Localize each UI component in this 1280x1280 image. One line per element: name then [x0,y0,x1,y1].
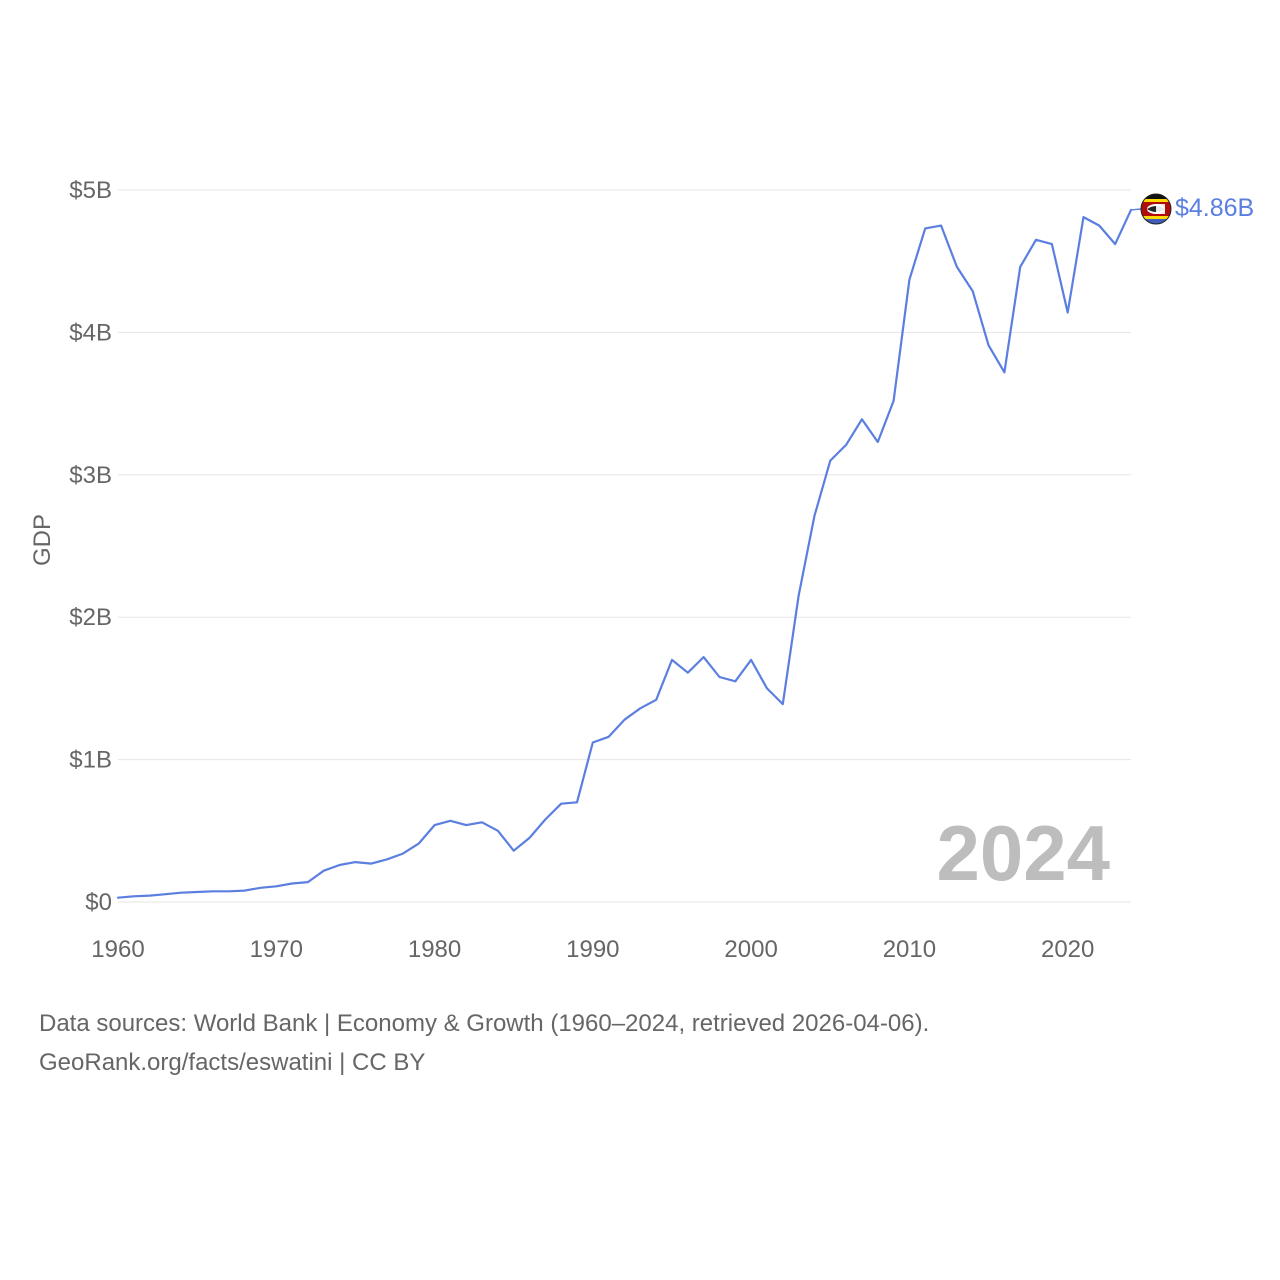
data-sources-text: Data sources: World Bank | Economy & Gro… [39,1010,930,1037]
grid-lines [118,189,1131,903]
y-tick-label-2: $2B [69,604,112,631]
end-marker: $4.86B [1140,193,1254,225]
gdp-line-chart: $0 $1B $2B $3B $4B $5B 1960 1970 1980 1990 2000 20… [29,177,1254,963]
y-tick-label-3: $3B [69,462,112,489]
year-watermark: 2024 [936,809,1110,897]
attribution-text: GeoRank.org/facts/eswatini | CC BY [39,1049,426,1076]
x-tick-label-6: 2020 [1041,936,1094,963]
y-tick-label-5: $5B [69,177,112,204]
y-axis-ticks: $0 $1B $2B $3B $4B $5B [69,177,112,916]
x-tick-label-3: 1990 [566,936,619,963]
x-tick-label-2: 1980 [408,936,461,963]
x-tick-label-0: 1960 [91,936,144,963]
x-tick-label-4: 2000 [724,936,777,963]
x-tick-label-1: 1970 [250,936,303,963]
eswatini-flag-icon [1141,194,1171,224]
footer: Data sources: World Bank | Economy & Gro… [39,1004,929,1082]
end-value-label: $4.86B [1175,194,1254,222]
series-line-eswatini [116,208,1133,899]
x-tick-label-5: 2010 [883,936,936,963]
y-tick-label-4: $4B [69,319,112,346]
x-axis-ticks: 1960 1970 1980 1990 2000 2010 2020 [91,936,1094,963]
y-tick-label-0: $0 [85,889,112,916]
y-axis-title: GDP [29,514,56,566]
y-tick-label-1: $1B [69,747,112,774]
end-connector-line [1130,208,1142,211]
series-layer [116,208,1142,899]
